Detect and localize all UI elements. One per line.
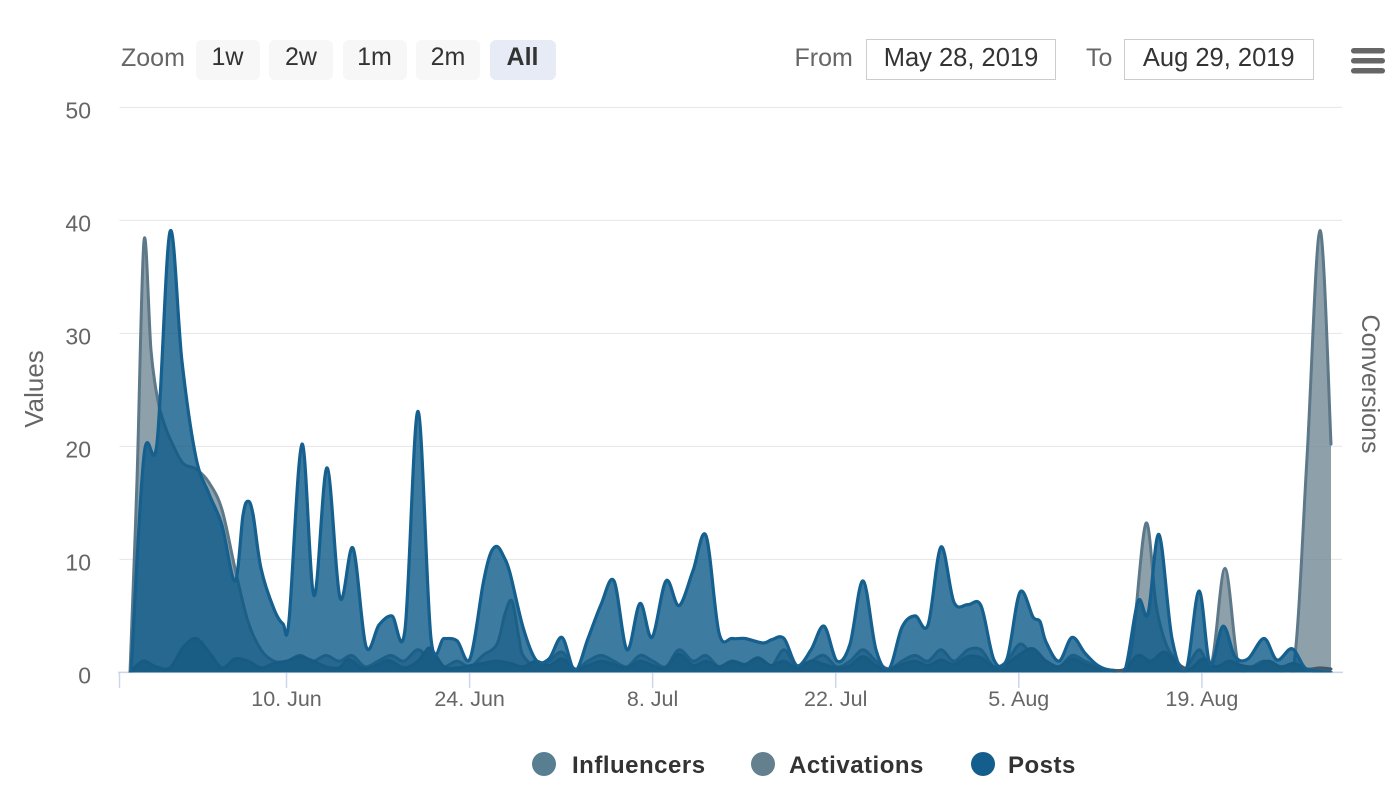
svg-text:Posts: Posts	[1008, 752, 1076, 779]
svg-text:10: 10	[65, 549, 91, 575]
svg-text:30: 30	[65, 323, 91, 349]
svg-text:Influencers: Influencers	[572, 752, 706, 779]
svg-text:24. Jun: 24. Jun	[434, 687, 505, 711]
svg-text:20: 20	[65, 436, 91, 462]
svg-text:10. Jun: 10. Jun	[251, 687, 322, 711]
svg-text:Values: Values	[19, 350, 49, 428]
svg-text:5. Aug: 5. Aug	[988, 687, 1049, 711]
svg-text:8. Jul: 8. Jul	[627, 687, 678, 711]
svg-text:0: 0	[78, 662, 91, 688]
svg-text:40: 40	[65, 210, 91, 236]
svg-text:Conversions: Conversions	[1356, 315, 1384, 454]
svg-text:Activations: Activations	[789, 752, 924, 779]
svg-text:22. Jul: 22. Jul	[804, 687, 867, 711]
svg-text:50: 50	[65, 97, 91, 123]
svg-text:19. Aug: 19. Aug	[1165, 687, 1238, 711]
